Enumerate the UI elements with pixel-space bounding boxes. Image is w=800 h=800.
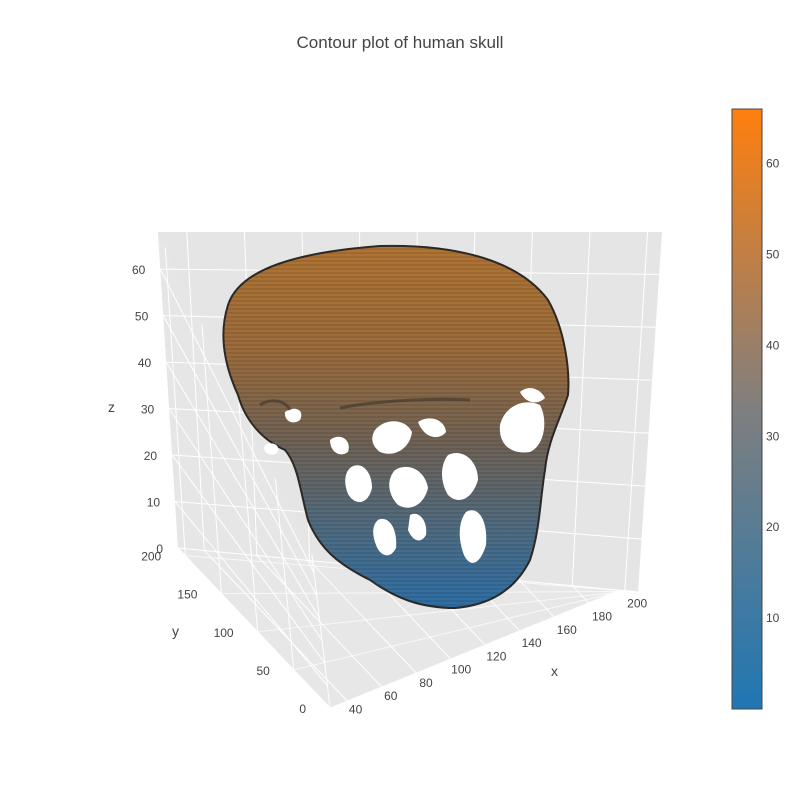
grid-line-floor-x: [571, 585, 595, 609]
y-tick-label: 0: [299, 702, 306, 716]
grid-line-floor-y: [257, 590, 629, 633]
colorbar[interactable]: [731, 108, 763, 710]
z-tick-label: 50: [135, 310, 149, 324]
y-axis-title: y: [172, 623, 179, 639]
z-axis-title: z: [108, 399, 115, 415]
y-tick-label: 100: [214, 626, 234, 640]
colorbar-tick-label: 50: [766, 247, 780, 261]
x-tick-label: 160: [557, 623, 577, 637]
y-tick-label: 200: [141, 550, 161, 564]
z-tick-label: 10: [147, 496, 161, 510]
grid-line-floor-x: [203, 550, 348, 702]
grid-line-floor-y: [293, 589, 625, 671]
x-tick-label: 100: [451, 663, 471, 677]
grid-line-y: [164, 247, 186, 556]
y-tick-label: 150: [177, 588, 197, 602]
grid-line-floor-x: [309, 560, 419, 676]
y-axis-ticks: 0 50 100 150 200: [141, 550, 306, 716]
z-tick-label: 20: [144, 449, 158, 463]
grid-line-z-side: [168, 408, 323, 641]
x-tick-label: 120: [486, 649, 506, 663]
skull-isosurface: [222, 244, 570, 610]
grid-line-z-side: [177, 547, 331, 709]
x-tick-label: 40: [349, 702, 363, 716]
grid-line-floor-y: [329, 589, 621, 709]
floor-plane: [178, 548, 638, 708]
y-tick-label: 50: [256, 664, 270, 678]
grid-line-z-side: [162, 315, 318, 596]
grid-line-z-side: [165, 361, 320, 619]
grid-line-x: [624, 231, 649, 591]
z-tick-label: 60: [132, 263, 146, 277]
grid-line-z-side: [171, 454, 326, 664]
z-axis-ticks: 0 10 20 30 40 50 60: [132, 263, 163, 556]
colorbar-tick-label: 60: [766, 157, 780, 171]
x-tick-label: 80: [419, 676, 433, 690]
grid-line-y: [201, 324, 222, 594]
x-tick-label: 60: [384, 689, 398, 703]
grid-line-z-side: [159, 268, 315, 574]
z-tick-label: 40: [138, 356, 152, 370]
z-tick-label: 30: [141, 403, 155, 417]
x-axis-ticks: 40 60 80 100 120 140 160 180 200: [349, 596, 648, 716]
x-axis-title: x: [551, 663, 558, 679]
z-tick-label: 0: [156, 542, 163, 556]
colorbar-tick-label: 10: [766, 611, 780, 625]
colorbar-tick-label: 20: [766, 520, 780, 534]
x-tick-label: 200: [627, 596, 647, 610]
grid-line-y: [311, 554, 331, 709]
colorbar-tick-label: 30: [766, 429, 780, 443]
x-tick-label: 140: [522, 636, 542, 650]
x-tick-label: 180: [592, 610, 612, 624]
colorbar-tick-label: 40: [766, 338, 780, 352]
chart-title: Contour plot of human skull: [296, 33, 504, 52]
colorbar-ticks: 10 20 30 40 50 60: [766, 157, 780, 626]
grid-line-x: [571, 231, 591, 586]
grid-line-x: [186, 231, 205, 551]
grid-line-y: [274, 478, 295, 670]
